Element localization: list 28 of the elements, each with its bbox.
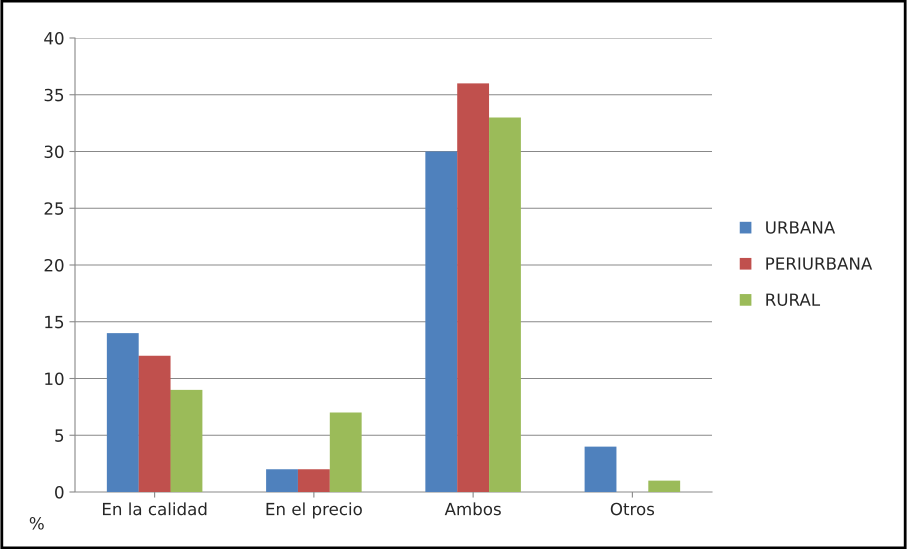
- bar: [138, 356, 171, 492]
- y-tick-label: 15: [45, 316, 64, 328]
- y-tick-label: 30: [44, 145, 64, 158]
- bar: [330, 412, 362, 492]
- bar: [457, 83, 490, 492]
- bar: [648, 480, 680, 492]
- bar: [489, 117, 521, 492]
- bar: [584, 446, 616, 492]
- y-tick-label: 40: [44, 32, 64, 45]
- bar: [298, 469, 330, 492]
- x-tick-label: Ambos: [444, 502, 501, 516]
- y-tick-label: 35: [44, 88, 64, 102]
- legend-label: URBANA: [766, 221, 836, 234]
- bar: [266, 469, 298, 492]
- y-tick-label: 5: [55, 429, 64, 442]
- y-axis-title: %: [30, 517, 44, 530]
- y-tick-label: 10: [45, 372, 64, 386]
- bar: [106, 333, 139, 492]
- bar: [425, 152, 458, 492]
- y-tick-label: 25: [44, 202, 64, 215]
- legend-label: RURAL: [766, 294, 820, 306]
- bar: [170, 390, 202, 492]
- x-tick-label: Otros: [610, 502, 654, 516]
- x-tick-label: En la calidad: [102, 502, 206, 516]
- x-tick-label: En el precio: [266, 502, 362, 519]
- y-tick-label: 20: [44, 258, 64, 272]
- y-tick-label: 0: [55, 486, 64, 499]
- legend-label: PERIURBANA: [766, 257, 872, 270]
